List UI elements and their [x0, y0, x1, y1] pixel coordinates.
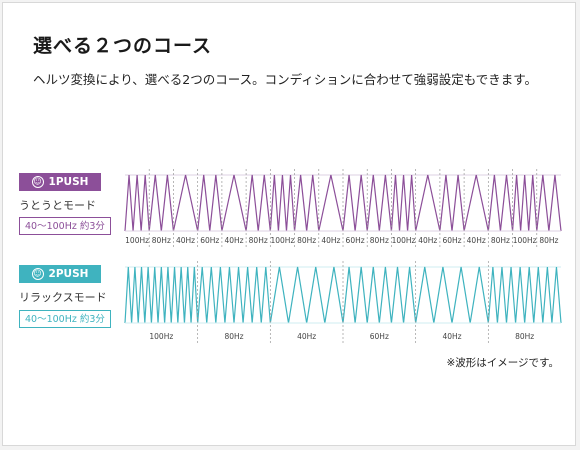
smiley-icon: ☺	[31, 176, 44, 188]
waveform-segment	[342, 266, 417, 324]
frequency-label: 40Hz	[224, 236, 243, 245]
waveform-segment	[415, 174, 441, 232]
frequency-label: 100Hz	[392, 236, 416, 245]
waveform-segment	[293, 174, 320, 232]
waveform-segment	[487, 266, 562, 324]
frequency-label: 80Hz	[224, 332, 243, 341]
waveform-segment	[197, 266, 271, 324]
frequency-label: 60Hz	[370, 332, 389, 341]
waveform-segment	[221, 174, 247, 232]
frequency-label: 40Hz	[467, 236, 486, 245]
frequency-label: 80Hz	[491, 236, 510, 245]
course-2-range: 40〜100Hz 約3分	[19, 310, 111, 328]
frequency-label: 100Hz	[270, 236, 294, 245]
waveform-segment	[511, 174, 538, 232]
frequency-label: 100Hz	[513, 236, 537, 245]
course-1-badge: ☺ 1PUSH	[19, 173, 101, 191]
waveform-segment	[536, 174, 562, 232]
smiley-icon: ☺	[31, 268, 44, 280]
frequency-label: 80Hz	[515, 332, 534, 341]
frequency-label: 60Hz	[346, 236, 365, 245]
waveform-segment	[415, 266, 489, 324]
waveform-segment	[124, 266, 199, 324]
page-title: 選べる２つのコース	[33, 35, 213, 57]
waveform-segment	[245, 174, 271, 232]
frequency-label: 80Hz	[370, 236, 389, 245]
frequency-label: 100Hz	[149, 332, 173, 341]
frequency-label: 40Hz	[442, 332, 461, 341]
course-1-badge-label: 1PUSH	[48, 176, 89, 188]
frequency-label: 80Hz	[297, 236, 316, 245]
waveform-segment	[172, 174, 199, 232]
frequency-label: 40Hz	[321, 236, 340, 245]
course-1-range: 40〜100Hz 約3分	[19, 217, 111, 235]
frequency-label: 40Hz	[176, 236, 195, 245]
waveform-segment	[439, 174, 465, 232]
course-2-badge-label: 2PUSH	[48, 268, 89, 280]
waveform-segment	[342, 174, 368, 232]
course-2-mode: リラックスモード	[19, 291, 107, 304]
waveform-segment	[197, 174, 223, 232]
waveform-segment	[269, 266, 344, 324]
course-card: 選べる２つのコース ヘルツ変換により、選べる2つのコース。コンディションに合わせ…	[2, 2, 576, 446]
waveform-diagram: 100Hz 80Hz 40Hz 60Hz 40Hz 80Hz 100Hz 80Hz 40Hz 60…	[124, 169, 562, 343]
frequency-label: 100Hz	[125, 236, 149, 245]
waveform-segment	[269, 174, 296, 232]
frequency-label: 40Hz	[297, 332, 316, 341]
description: ヘルツ変換により、選べる2つのコース。コンディションに合わせて強弱設定もできます…	[33, 72, 537, 87]
frequency-label: 80Hz	[539, 236, 558, 245]
waveform-segment	[148, 174, 175, 232]
waveform-segment	[124, 174, 150, 232]
frequency-label: 80Hz	[152, 236, 171, 245]
waveform-segment	[318, 174, 344, 232]
frequency-label: 80Hz	[249, 236, 268, 245]
course-1-mode: うとうとモード	[19, 199, 96, 212]
footnote: ※波形はイメージです。	[446, 357, 559, 369]
waveform-segment	[487, 174, 514, 232]
waveform-segment	[463, 174, 489, 232]
frequency-label: 40Hz	[418, 236, 437, 245]
frequency-label: 60Hz	[442, 236, 461, 245]
waveform-segment	[366, 174, 393, 232]
frequency-label: 60Hz	[200, 236, 219, 245]
waveform-segment	[390, 174, 417, 232]
course-2-badge: ☺ 2PUSH	[19, 265, 101, 283]
